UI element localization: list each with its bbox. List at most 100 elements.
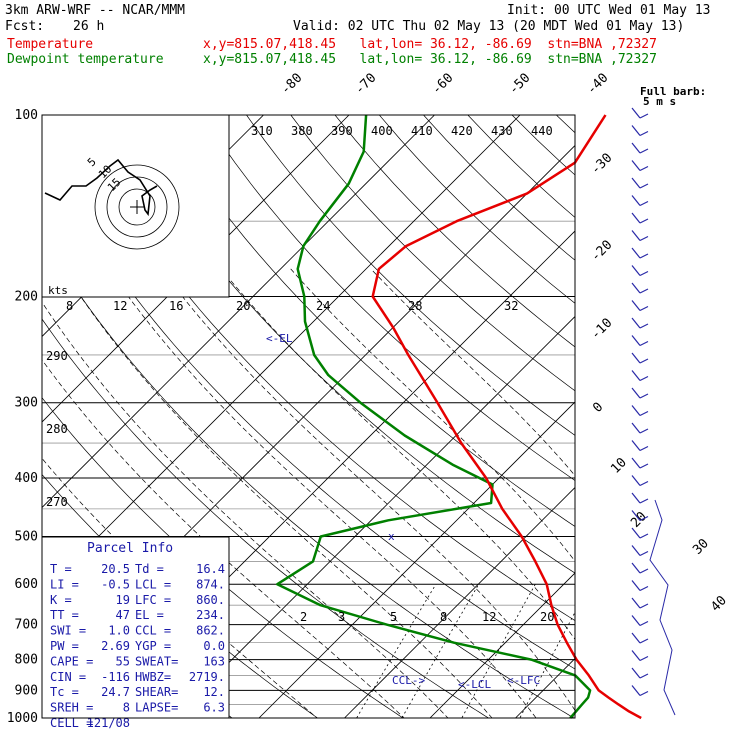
parcel-info-value: 12. xyxy=(203,685,225,699)
parcel-info-value: 2719. xyxy=(189,670,225,684)
parcel-info-value: 19 xyxy=(116,593,130,607)
parcel-info-key: LI = xyxy=(50,577,79,591)
wind-barb xyxy=(639,690,649,697)
theta-label: 440 xyxy=(531,124,553,138)
mixing-ratio-line xyxy=(519,611,575,718)
parcel-info-key: Td = xyxy=(135,562,164,576)
parcel-marker: x xyxy=(388,530,395,543)
parcel-info-value: 6.3 xyxy=(203,701,225,715)
parcel-info-value: 20.5 xyxy=(101,562,130,576)
plot-frame xyxy=(41,114,576,719)
hodograph-speed-label: 8 xyxy=(66,299,73,313)
moist-adiabat xyxy=(42,359,405,718)
wind-barb xyxy=(639,393,649,399)
wind-barb xyxy=(631,387,641,399)
parcel-info-key: CIN = xyxy=(50,670,86,684)
hodograph-ring xyxy=(118,188,156,226)
mixing-ratio-label: 20 xyxy=(540,610,554,624)
wind-barb xyxy=(631,685,641,696)
theta-label: 290 xyxy=(46,349,68,363)
mixing-ratio-label: 2 xyxy=(300,610,307,624)
wind-barb xyxy=(639,235,649,242)
temperature-tick-label: -10 xyxy=(588,316,615,343)
parcel-info-value: 862. xyxy=(196,624,225,638)
dry-adiabat xyxy=(42,236,575,718)
lfc-marker: <-LFC xyxy=(507,674,540,687)
parcel-info-value: 0.0 xyxy=(203,639,225,653)
dry-adiabat xyxy=(467,115,575,218)
parcel-info-value: -0.5 xyxy=(101,577,130,591)
wind-barb xyxy=(639,288,649,294)
wind-barb xyxy=(639,340,649,347)
wind-barb xyxy=(639,218,649,224)
parcel-info-value: 121/08 xyxy=(87,716,130,730)
dry-adiabat xyxy=(42,318,490,718)
mixing-ratio-line xyxy=(461,584,536,718)
parcel-info-panel xyxy=(41,536,230,719)
wind-barb xyxy=(639,375,649,382)
pressure-tick-label: 900 xyxy=(15,683,38,698)
parcel-info-value: 47 xyxy=(116,608,130,622)
mixing-ratio-label: 8 xyxy=(440,610,447,624)
theta-label: 310 xyxy=(251,124,273,138)
barb-legend-units: 5 m s xyxy=(643,95,676,108)
dry-adiabat xyxy=(511,115,575,176)
isotherm-line xyxy=(42,115,521,594)
theta-label: 420 xyxy=(451,124,473,138)
parcel-info-key: TT = xyxy=(50,608,79,622)
dry-adiabat xyxy=(290,115,575,392)
parcel-info-key: Tc = xyxy=(50,685,79,699)
wind-barb xyxy=(639,673,649,679)
hodograph-speed-label: 28 xyxy=(408,299,422,313)
isotherm-line xyxy=(674,87,740,730)
wind-barb xyxy=(639,323,649,329)
mixing-ratio-line xyxy=(401,584,480,718)
wind-barb xyxy=(631,352,641,364)
hodograph-speed-label: 24 xyxy=(316,299,330,313)
theta-label: 270 xyxy=(46,495,68,509)
temperature-tick-label: -30 xyxy=(588,151,615,178)
model-title: 3km ARW-WRF -- NCAR/MMM xyxy=(5,3,186,18)
wind-barb xyxy=(631,667,641,679)
wind-barb xyxy=(631,650,641,661)
temperature-tick-label: -50 xyxy=(506,71,533,98)
wind-barb xyxy=(639,113,649,119)
moist-adiabat xyxy=(42,457,318,718)
temperature-tick-label: -20 xyxy=(588,238,615,265)
moist-adiabat xyxy=(108,268,537,718)
hodograph-ring xyxy=(94,164,180,250)
wind-barb xyxy=(631,177,641,189)
wind-barb xyxy=(639,253,649,259)
ccl-marker: CCL-> xyxy=(392,674,425,687)
isotherm-line xyxy=(514,657,575,718)
wind-barb xyxy=(631,615,641,626)
wind-barb xyxy=(631,230,641,241)
wind-barb xyxy=(631,405,641,416)
wind-barb xyxy=(631,125,641,136)
theta-label: 400 xyxy=(371,124,393,138)
mixing-ratio-label: 12 xyxy=(482,610,496,624)
dry-adiabat xyxy=(157,115,575,527)
parcel-info-key: LCL = xyxy=(135,577,171,591)
temperature-tick-label: 10 xyxy=(608,455,630,477)
wind-barb xyxy=(631,212,641,224)
theta-label: 280 xyxy=(46,422,68,436)
wind-barb xyxy=(639,305,649,312)
parcel-info-value: 2.69 xyxy=(101,639,130,653)
parcel-info-key: T = xyxy=(50,562,72,576)
moist-adiabat xyxy=(62,268,493,718)
temperature-tick-label: -40 xyxy=(584,71,611,98)
wind-barb xyxy=(631,475,641,486)
parcel-info-key: EL = xyxy=(135,608,164,622)
temperature-tick-label: -60 xyxy=(429,71,456,98)
parcel-info-value: 163 xyxy=(203,654,225,668)
mixing-ratio-line xyxy=(356,583,437,718)
dry-adiabat xyxy=(246,115,575,436)
wind-barb xyxy=(639,463,649,469)
wind-barb xyxy=(631,317,641,329)
parcel-info-title: Parcel Info xyxy=(87,541,173,556)
pressure-tick-label: 200 xyxy=(15,290,38,305)
parcel-info-key: LFC = xyxy=(135,593,171,607)
mixing-ratio-label: 5 xyxy=(390,610,397,624)
